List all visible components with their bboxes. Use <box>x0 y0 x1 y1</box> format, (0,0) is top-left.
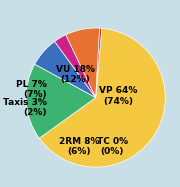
Wedge shape <box>66 28 100 98</box>
Text: Taxis 3%
(2%): Taxis 3% (2%) <box>3 98 47 117</box>
Wedge shape <box>55 35 96 98</box>
Wedge shape <box>96 28 102 98</box>
Text: 2RM 8%
(6%): 2RM 8% (6%) <box>59 137 100 156</box>
Text: TC 0%
(0%): TC 0% (0%) <box>96 137 128 156</box>
Wedge shape <box>26 64 96 138</box>
Text: VP 64%
(74%): VP 64% (74%) <box>99 86 138 106</box>
Wedge shape <box>39 28 165 167</box>
Text: PL 7%
(7%): PL 7% (7%) <box>16 80 47 99</box>
Text: VU 18%
(12%): VU 18% (12%) <box>56 65 95 84</box>
Wedge shape <box>35 42 96 98</box>
